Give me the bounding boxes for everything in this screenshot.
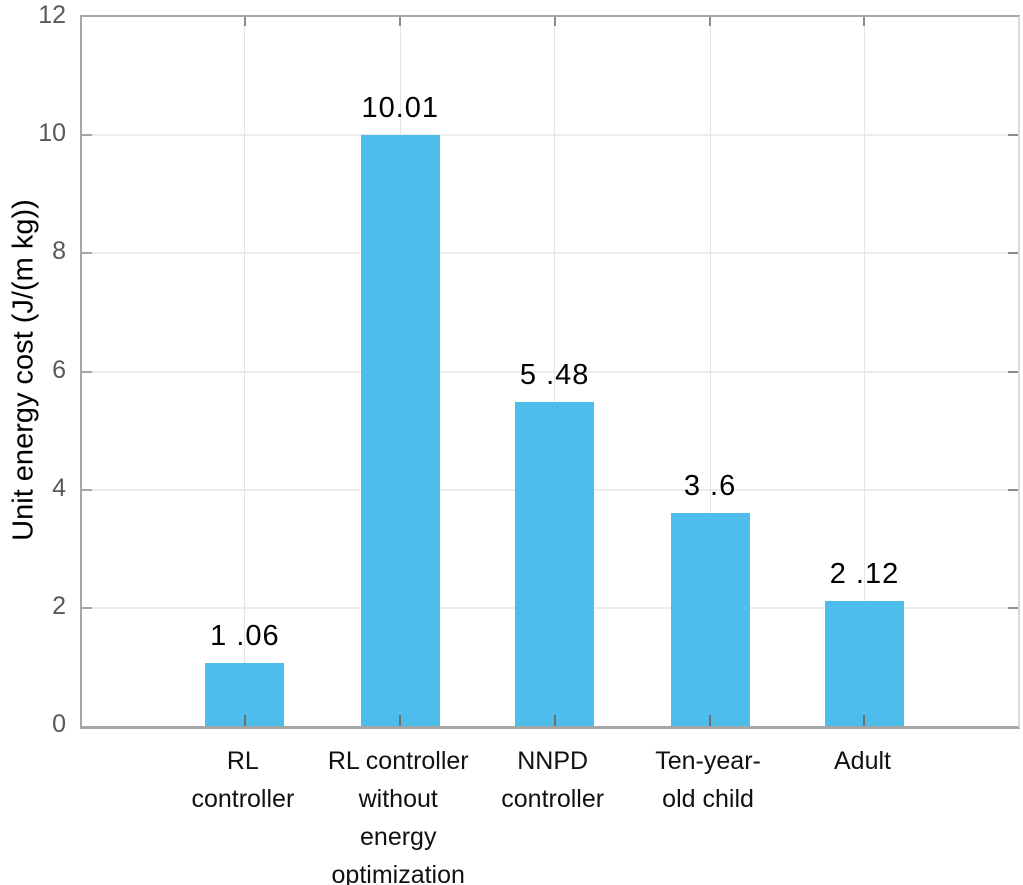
bar-value-label: 2 .12: [829, 557, 900, 590]
y-axis-right-tick: [1008, 488, 1018, 491]
plot-area: 1 .06 10.01 5 .48 3 .6 2 .12: [80, 15, 1020, 729]
y-axis-right-tick: [1008, 252, 1018, 255]
y-tick-label: 0: [52, 710, 66, 738]
x-axis-tick: [553, 715, 556, 726]
x-axis-top-tick: [709, 17, 712, 26]
y-axis-tick: [82, 606, 92, 609]
y-axis-right-tick: [1008, 606, 1018, 609]
x-axis-top-tick: [399, 17, 402, 26]
bar: [670, 513, 750, 726]
x-axis-tick: [399, 715, 402, 726]
y-axis-tick: [82, 252, 92, 255]
vertical-gridline: [244, 17, 246, 726]
x-category-label: Adult: [833, 747, 891, 775]
x-category-label: Ten-year- old child: [655, 747, 761, 813]
x-category-label: NNPD controller: [501, 747, 605, 813]
x-axis-tick: [709, 715, 712, 726]
bar-value-label: 3 .6: [683, 470, 737, 503]
x-axis-tick: [863, 715, 866, 726]
bar-value-label: 10.01: [361, 91, 440, 124]
x-axis-top-tick: [243, 17, 246, 26]
y-tick-label: 2: [52, 591, 66, 620]
y-axis-tick: [82, 134, 92, 137]
horizontal-gridline: [82, 134, 1018, 137]
bar-value-label: 5 .48: [519, 359, 590, 392]
y-axis-right-tick: [1008, 134, 1018, 137]
bar: [515, 402, 595, 726]
y-tick-label: 8: [52, 237, 66, 266]
vertical-gridline: [863, 17, 865, 726]
y-axis-tick: [82, 370, 92, 373]
x-category-label: RL controller without energy optimizatio…: [327, 747, 469, 885]
bar: [360, 134, 440, 726]
y-tick-label: 6: [52, 355, 66, 384]
x-axis-tick: [243, 715, 246, 726]
y-tick-label: 12: [38, 1, 66, 29]
vertical-gridline: [709, 17, 711, 726]
bar-value-label: 1 .06: [210, 620, 280, 653]
horizontal-gridline: [82, 370, 1018, 373]
y-tick-label: 10: [38, 119, 66, 148]
x-axis-top-tick: [863, 17, 866, 26]
y-axis-right-tick: [1008, 370, 1018, 373]
horizontal-gridline: [82, 252, 1018, 255]
y-tick-label: 4: [52, 473, 66, 502]
bar: [824, 600, 904, 726]
x-category-label: RL controller: [191, 747, 295, 813]
x-axis-top-tick: [553, 17, 556, 26]
vertical-gridline: [554, 17, 556, 726]
y-axis-tick: [82, 488, 92, 491]
